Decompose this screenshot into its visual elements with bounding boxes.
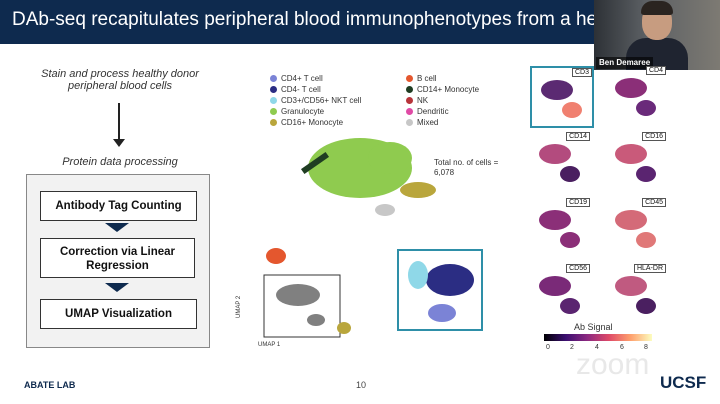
legend-dot [406,75,413,82]
processing-box: Antibody Tag Counting Correction via Lin… [26,174,210,348]
marker-umap [539,144,580,182]
umap-y-axis-label: UMAP 2 [236,295,242,318]
colorbar-title: Ab Signal [574,322,613,332]
marker-umap [539,276,580,314]
colorbar-tick: 6 [620,344,624,351]
colorbar-tick: 4 [595,344,599,351]
step-stain-text: Stain and process healthy donor peripher… [41,68,199,92]
cd14-monocyte-cluster [300,151,330,175]
legend-item: NK [406,96,428,105]
legend-dot [406,86,413,93]
marker-panel-hla-dr: HLA-DR [606,264,666,322]
marker-label: CD14 [566,132,590,141]
ucsf-logo: UCSF [660,373,707,392]
down-arrow-line [118,103,120,141]
marker-label: CD56 [566,264,590,273]
mixed-cluster [375,204,395,216]
legend-item: B cell [406,74,437,83]
b-cell-cluster [266,248,286,264]
box-antibody-tag-counting: Antibody Tag Counting [40,191,197,221]
legend-item: CD16+ Monocyte [270,118,343,127]
t-cell-inset-frame [397,249,483,331]
legend-dot [270,86,277,93]
colorbar-tick: 0 [546,344,550,351]
down-arrow-icon [113,139,125,147]
arrow-down-icon [105,223,129,232]
box-correction: Correction via Linear Regression [40,238,195,278]
marker-label: CD3 [571,68,592,77]
legend-dot [270,119,277,126]
marker-umap [615,210,656,248]
legend-item: CD3+/CD56+ NKT cell [270,96,361,105]
nkt-cluster [408,261,428,289]
zoom-watermark: zoom [576,348,650,381]
participant-name: Ben Demaree [596,57,654,69]
marker-panel-cd4: CD4 [606,66,666,124]
lab-name: ABATE LAB [24,380,76,390]
legend-dot [406,119,413,126]
arrow-down-icon [105,283,129,292]
legend-item: CD4+ T cell [270,74,323,83]
cd16-monocyte-cluster [400,182,436,198]
participant-video[interactable]: Ben Demaree [594,0,720,70]
colorbar-tick: 8 [644,344,648,351]
marker-panel-cd45: CD45 [606,198,666,256]
slide-title: DAb-seq recapitulates peripheral blood i… [12,9,692,30]
marker-umap [615,78,656,116]
marker-label: CD45 [642,198,666,207]
legend-dot [270,108,277,115]
legend-dot [270,75,277,82]
marker-label: HLA-DR [633,264,666,273]
legend-item: Mixed [406,118,438,127]
cd4-minus-t-cell-cluster [426,264,474,296]
legend-item: Granulocyte [270,107,324,116]
legend-dot [406,108,413,115]
legend-item: CD14+ Monocyte [406,85,479,94]
marker-label: CD4 [645,66,666,75]
granulocyte-cluster [368,142,412,174]
marker-umap [541,80,582,118]
marker-label: CD16 [642,132,666,141]
nk-cluster [337,322,351,334]
legend-dot [270,97,277,104]
inset-cluster [307,314,325,326]
step-protein-text: Protein data processing [62,156,178,168]
legend-item: CD4- T cell [270,85,321,94]
legend-dot [406,97,413,104]
marker-panel-cd3: CD3 [530,66,594,128]
colorbar [544,334,652,341]
marker-panel-cd14: CD14 [530,132,590,190]
total-cells-text: Total no. of cells = 6,078 [434,158,499,177]
inset-cluster [276,284,320,306]
cd4-plus-t-cell-cluster [428,304,456,322]
marker-label: CD19 [566,198,590,207]
marker-panel-cd56: CD56 [530,264,590,322]
umap-scatter [263,138,483,338]
marker-umap [615,144,656,182]
presenter-hair [641,1,673,15]
legend-item: Dendritic [406,107,449,116]
umap-x-axis-label: UMAP 1 [258,342,281,348]
marker-panel-cd19: CD19 [530,198,590,256]
page-number: 10 [356,380,367,390]
colorbar-tick: 2 [570,344,574,351]
box-umap-visualization: UMAP Visualization [40,299,197,329]
marker-umap [539,210,580,248]
marker-panel-cd16: CD16 [606,132,666,190]
marker-umap [615,276,656,314]
